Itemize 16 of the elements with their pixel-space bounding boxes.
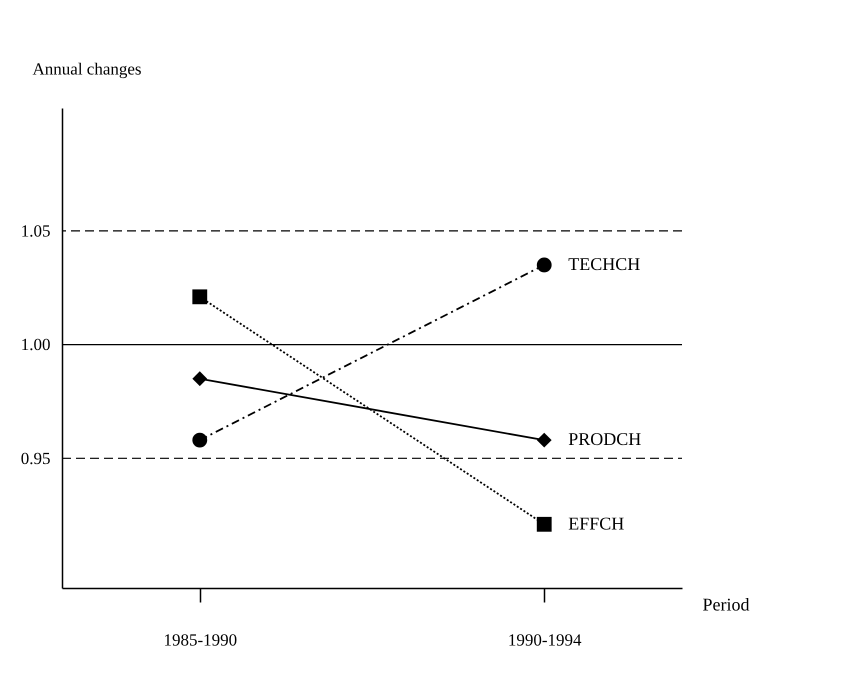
y-tick-label: 1.05 bbox=[20, 221, 50, 240]
point bbox=[192, 289, 208, 304]
x-tick-label: 1985-1990 bbox=[163, 630, 238, 650]
point bbox=[536, 516, 552, 532]
series-label: EFFCH bbox=[568, 513, 624, 534]
point bbox=[536, 432, 552, 448]
point bbox=[192, 371, 208, 386]
y-axis-title: Annual changes bbox=[32, 60, 142, 78]
y-tick-label: 0.95 bbox=[20, 448, 50, 468]
x-axis-title: Period bbox=[702, 594, 750, 614]
series-label: TECHCH bbox=[568, 254, 640, 274]
point bbox=[536, 258, 552, 272]
y-tick-label: 1.00 bbox=[20, 335, 50, 354]
series-label: PRODCH bbox=[568, 429, 642, 450]
point bbox=[192, 432, 208, 448]
x-tick-label: 1990-1994 bbox=[508, 630, 582, 650]
